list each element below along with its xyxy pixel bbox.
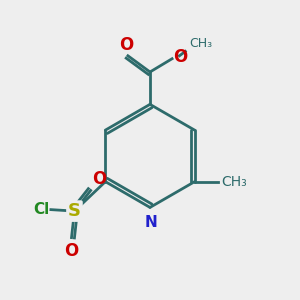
Text: O: O	[119, 36, 134, 54]
Text: N: N	[145, 215, 158, 230]
Text: Cl: Cl	[33, 202, 50, 217]
Text: O: O	[92, 169, 106, 188]
Text: CH₃: CH₃	[190, 37, 213, 50]
Text: CH₃: CH₃	[221, 175, 247, 189]
Text: O: O	[173, 48, 187, 66]
Text: S: S	[68, 202, 81, 220]
Text: O: O	[64, 242, 79, 260]
